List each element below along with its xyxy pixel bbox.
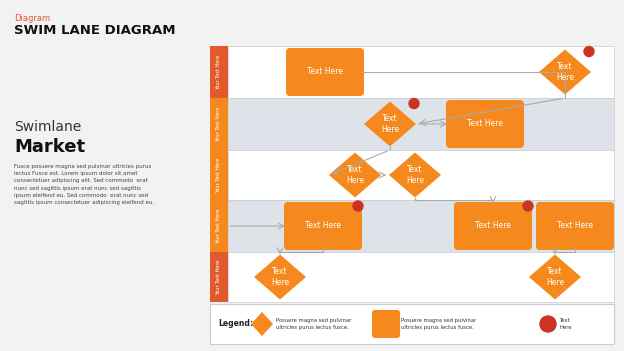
Circle shape [409, 99, 419, 108]
Polygon shape [329, 152, 381, 198]
FancyBboxPatch shape [454, 202, 532, 250]
Bar [228, 98, 614, 150]
Text: Text Here: Text Here [475, 221, 511, 231]
Text: Text Here: Text Here [467, 119, 503, 128]
Bar [210, 200, 228, 252]
Bar [228, 200, 614, 252]
Bar [228, 46, 614, 98]
Text: Text
Here: Text Here [556, 62, 574, 82]
Text: Posuere magna sed pulvinar
ultricles purus lectus fusce.: Posuere magna sed pulvinar ultricles pur… [276, 318, 351, 330]
Bar [210, 304, 614, 344]
Polygon shape [364, 101, 416, 146]
Text: Your Text Here: Your Text Here [217, 208, 222, 244]
Circle shape [353, 201, 363, 211]
Bar [228, 252, 614, 302]
Text: Your Text Here: Your Text Here [217, 106, 222, 141]
Text: Text Here: Text Here [307, 67, 343, 77]
Circle shape [540, 316, 556, 332]
Polygon shape [539, 49, 591, 94]
Text: Text Here: Text Here [305, 221, 341, 231]
Bar [228, 150, 614, 200]
Polygon shape [529, 254, 581, 299]
FancyBboxPatch shape [536, 202, 614, 250]
Text: Text Here: Text Here [557, 221, 593, 231]
Polygon shape [254, 254, 306, 299]
Text: Your Text Here: Your Text Here [217, 259, 222, 294]
Text: Your Text Here: Your Text Here [217, 157, 222, 193]
FancyBboxPatch shape [446, 100, 524, 148]
Text: Text
Here: Text Here [346, 165, 364, 185]
Bar [210, 252, 228, 302]
Text: Market: Market [14, 138, 85, 156]
Text: Posuere magna sed pulvinar
ultricles purus lectus fusce.: Posuere magna sed pulvinar ultricles pur… [401, 318, 476, 330]
Bar [210, 98, 228, 150]
Text: Diagram: Diagram [14, 14, 50, 23]
Text: Fusce posuere magna sed pulvinar ultricies purus
lectus Fusce est. Lorem ipsum d: Fusce posuere magna sed pulvinar ultrici… [14, 164, 154, 205]
FancyBboxPatch shape [372, 310, 400, 338]
Text: SWIM LANE DIAGRAM: SWIM LANE DIAGRAM [14, 24, 175, 37]
Text: Text
Here: Text Here [560, 318, 572, 330]
Text: Your Text Here: Your Text Here [217, 54, 222, 90]
Polygon shape [389, 152, 441, 198]
Text: Text
Here: Text Here [406, 165, 424, 185]
Text: Swimlane: Swimlane [14, 120, 81, 134]
Circle shape [523, 201, 533, 211]
Bar [210, 150, 228, 200]
Polygon shape [251, 312, 273, 336]
Text: Legend:: Legend: [218, 319, 253, 329]
Text: Text
Here: Text Here [271, 267, 289, 287]
Bar [210, 46, 228, 98]
FancyBboxPatch shape [284, 202, 362, 250]
Text: Text
Here: Text Here [381, 114, 399, 134]
Text: Text
Here: Text Here [546, 267, 564, 287]
FancyBboxPatch shape [286, 48, 364, 96]
Circle shape [584, 46, 594, 57]
